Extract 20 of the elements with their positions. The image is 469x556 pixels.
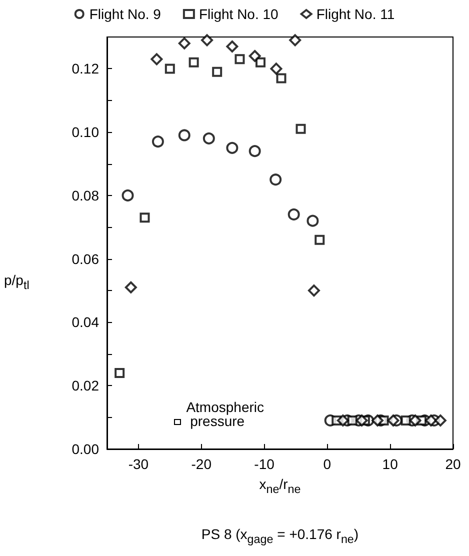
x-tick-label: -10 xyxy=(254,456,275,472)
y-tick-label: 0.08 xyxy=(72,187,100,204)
y-tick-label: 0.06 xyxy=(72,250,100,267)
legend-label: Flight No. 9 xyxy=(89,6,162,22)
legend-label: Flight No. 10 xyxy=(198,6,279,22)
legend-label: Flight No. 11 xyxy=(316,6,395,22)
y-tick-label: 0.02 xyxy=(72,378,100,394)
text: PS 8 (x$_{gage}$ = +0.176 r$_{ne}$) xyxy=(200,526,360,546)
annotation: Atmospheric pressure xyxy=(186,398,264,429)
x-tick-label: 10 xyxy=(382,456,398,472)
y-tick-label: 0.10 xyxy=(72,124,100,140)
y-tick-label: 0.12 xyxy=(72,60,100,77)
x-tick-label: 0 xyxy=(323,456,332,472)
x-tick-label: -30 xyxy=(128,456,149,472)
y-axis-title: p/p$_{tl}$ xyxy=(4,272,30,292)
x-tick-label: -20 xyxy=(191,456,212,472)
x-axis-title: x$_{ne}$/r$_{ne}$ xyxy=(258,476,302,496)
y-tick-label: 0.04 xyxy=(72,314,100,330)
y-tick-label: 0.00 xyxy=(72,441,100,457)
x-tick-label: 20 xyxy=(445,456,461,472)
